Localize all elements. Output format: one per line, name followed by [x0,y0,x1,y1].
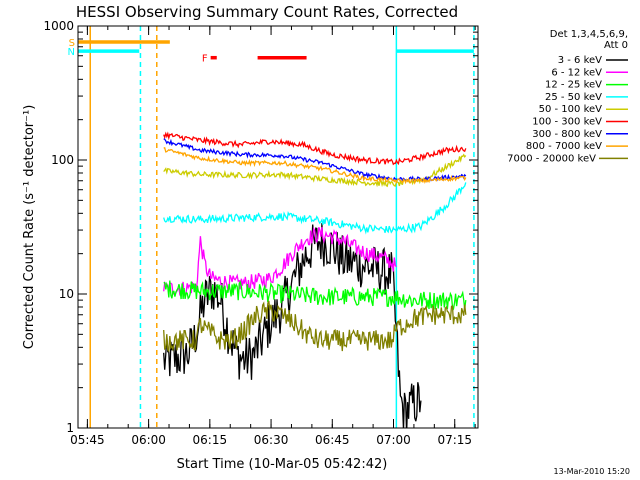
plot-area [78,26,475,428]
legend-label-5: 100 - 300 keV [532,117,602,128]
y-tick-label-1: 10 [59,287,74,301]
chart-title: HESSI Observing Summary Count Rates, Cor… [76,3,458,21]
flag-label-3: F [202,54,208,65]
legend-label-6: 300 - 800 keV [532,129,602,140]
series-line-0 [163,223,422,428]
x-tick-label-6: 07:15 [437,433,472,447]
flag-label-0: S [69,38,75,49]
x-tick-label-3: 06:30 [254,433,289,447]
series-line-7 [163,146,467,185]
legend-label-1: 6 - 12 keV [551,67,602,78]
series-line-8 [163,300,467,353]
series-line-1 [163,226,397,298]
x-tick-label-1: 06:00 [131,433,166,447]
x-tick-label-4: 06:45 [315,433,350,447]
legend-label-2: 12 - 25 keV [545,80,602,91]
axes: 05:45 06:00 06:15 06:30 06:45 07:00 07:15 1 10 10… [43,19,478,447]
legend-header-1: Att 0 [604,40,628,51]
y-tick-label-3: 1000 [43,19,74,33]
plot-frame [77,25,479,429]
legend-header-0: Det 1,3,4,5,6,9, [550,29,628,40]
x-tick-label-5: 07:00 [376,433,411,447]
legend-label-3: 25 - 50 keV [545,92,602,103]
date-stamp: 13-Mar-2010 15:20 [554,467,631,476]
series-line-5 [163,131,467,166]
series-line-2 [163,279,467,311]
x-tick-label-0: 05:45 [70,433,105,447]
series-line-3 [163,182,467,235]
x-axis-label: Start Time (10-Mar-05 05:42:42) [177,457,388,472]
y-tick-label-2: 100 [51,153,74,167]
legend-label-4: 50 - 100 keV [539,104,603,115]
flag-label-1: N [68,47,75,58]
legend-label-7: 800 - 7000 keV [526,141,602,152]
legend-label-8: 7000 - 20000 keV [507,153,596,164]
y-tick-label-0: 1 [66,421,74,435]
legend-label-0: 3 - 6 keV [558,55,602,66]
y-axis-label: Corrected Count Rate (s⁻¹ detector⁻¹) [22,105,37,350]
x-tick-label-2: 06:15 [193,433,228,447]
